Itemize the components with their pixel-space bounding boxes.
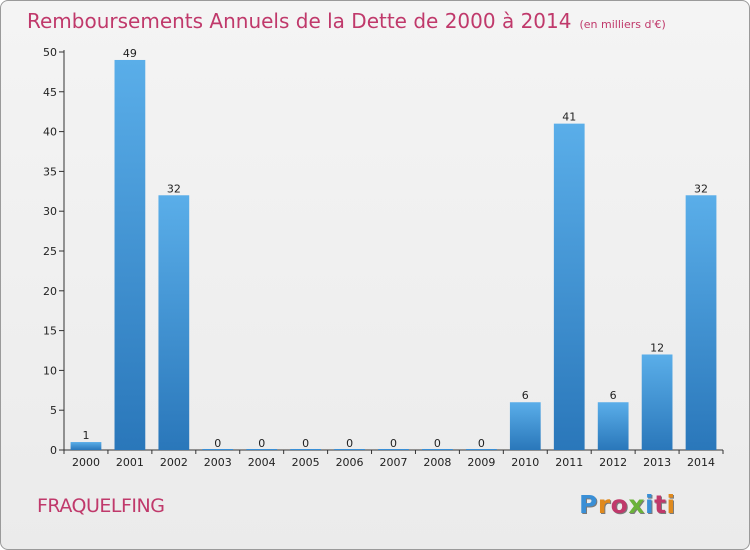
- data-label-2003: 0: [214, 437, 221, 450]
- data-label-2010: 6: [522, 389, 529, 402]
- data-label-2013: 12: [650, 341, 664, 354]
- logo-letter: i: [666, 490, 676, 519]
- data-label-2007: 0: [390, 437, 397, 450]
- bar-2000: [70, 442, 102, 450]
- commune-name: FRAQUELFING: [37, 495, 165, 517]
- proxiti-logo: Proxiti: [579, 490, 676, 519]
- data-label-2006: 0: [346, 437, 353, 450]
- bar-2014: [685, 195, 717, 450]
- x-tick-label-2011: 2011: [555, 456, 583, 469]
- y-tick-label: 0: [50, 444, 57, 457]
- logo-letter: P: [579, 490, 598, 519]
- chart-title: Remboursements Annuels de la Dette de 20…: [27, 9, 666, 33]
- x-tick-label-2008: 2008: [423, 456, 451, 469]
- x-tick-label-2004: 2004: [248, 456, 276, 469]
- data-label-2004: 0: [258, 437, 265, 450]
- x-tick-label-2012: 2012: [599, 456, 627, 469]
- logo-letter: i: [645, 490, 655, 519]
- y-tick-label: 10: [43, 364, 57, 377]
- x-tick-label-2013: 2013: [643, 456, 671, 469]
- bar-2013: [641, 354, 673, 450]
- logo-letter: r: [597, 490, 611, 519]
- x-tick-label-2010: 2010: [511, 456, 539, 469]
- logo-letter: o: [610, 490, 629, 519]
- x-tick-label-2001: 2001: [116, 456, 144, 469]
- logo-letter: t: [654, 490, 667, 519]
- data-label-2001: 49: [123, 47, 137, 60]
- x-tick-label-2007: 2007: [380, 456, 408, 469]
- data-label-2009: 0: [478, 437, 485, 450]
- x-tick-label-2014: 2014: [687, 456, 715, 469]
- bar-2007: [378, 449, 409, 450]
- bar-2006: [334, 449, 365, 450]
- y-tick-label: 45: [43, 86, 57, 99]
- x-tick-label-2000: 2000: [72, 456, 100, 469]
- bar-2003: [202, 449, 234, 450]
- x-tick-label-2003: 2003: [204, 456, 232, 469]
- bar-2010: [509, 402, 541, 450]
- data-label-2011: 41: [562, 111, 576, 124]
- x-tick-label-2005: 2005: [292, 456, 320, 469]
- data-label-2008: 0: [434, 437, 441, 450]
- bar-2012: [597, 402, 629, 450]
- x-tick-label-2006: 2006: [336, 456, 364, 469]
- y-tick-label: 40: [43, 126, 57, 139]
- bar-2001: [114, 59, 146, 451]
- data-label-2005: 0: [302, 437, 309, 450]
- logo-letter: x: [628, 490, 645, 519]
- bars: 1 49 32 0 0 0 0 0 0 0 6 41 6 12 32: [70, 47, 717, 451]
- chart-title-text: Remboursements Annuels de la Dette de 20…: [27, 9, 572, 33]
- x-tick-label-2002: 2002: [160, 456, 188, 469]
- y-tick-label: 15: [43, 325, 57, 338]
- y-tick-label: 5: [50, 404, 57, 417]
- chart-unit: (en milliers d'€): [579, 18, 666, 31]
- bar-2004: [246, 449, 278, 450]
- y-tick-label: 25: [43, 245, 57, 258]
- bar-2009: [465, 449, 497, 450]
- bar-2011: [553, 123, 585, 450]
- y-tick-label: 50: [43, 46, 57, 59]
- data-label-2002: 32: [167, 182, 181, 195]
- data-label-2014: 32: [694, 182, 708, 195]
- x-tick-label-2009: 2009: [467, 456, 495, 469]
- y-tick-label: 30: [43, 205, 57, 218]
- data-label-2012: 6: [610, 389, 617, 402]
- y-tick-label: 20: [43, 285, 57, 298]
- data-label-2000: 1: [82, 429, 89, 442]
- bar-2005: [290, 449, 322, 450]
- bar-2008: [422, 449, 453, 450]
- y-tick-label: 35: [43, 165, 57, 178]
- bar-2002: [158, 195, 190, 450]
